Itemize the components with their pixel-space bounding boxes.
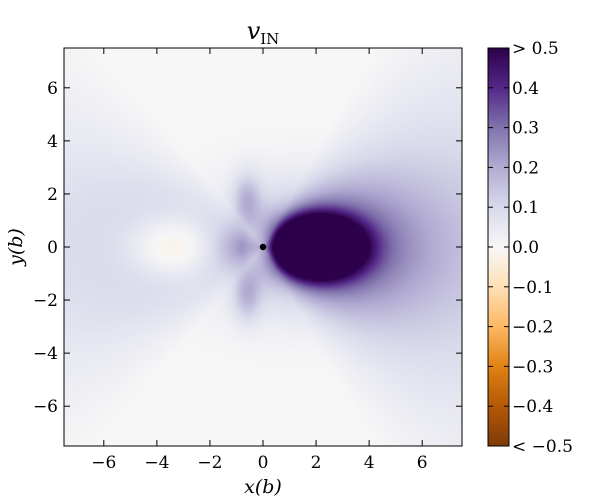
y-tick-label: 6 (47, 79, 58, 99)
colorbar-tick-label: −0.1 (512, 278, 553, 298)
y-tick-label: 2 (47, 185, 58, 205)
colorbar-gradient (488, 48, 509, 446)
colorbar-tick-label: 0.0 (512, 238, 539, 258)
chart-title-sub: IN (260, 30, 279, 48)
y-axis-label: y(b) (5, 228, 27, 267)
colorbar-tick-label: 0.4 (512, 79, 539, 99)
colorbar-tick-label: > 0.5 (512, 39, 559, 59)
colorbar-tick-label: 0.2 (512, 158, 539, 178)
x-tick-label: −6 (91, 453, 116, 473)
x-tick-label: −2 (197, 453, 222, 473)
plot-area: −6 −4 −2 0 2 4 6 −6 −4 −2 0 2 4 6 (33, 47, 463, 473)
y-tick-label: −2 (33, 291, 58, 311)
colorbar-tick-label: 0.3 (512, 119, 539, 139)
x-tick-label: 4 (364, 453, 375, 473)
y-tick-label: −6 (33, 397, 58, 417)
colorbar-tick-label: −0.2 (512, 318, 553, 338)
x-tick-label: 6 (417, 453, 428, 473)
x-axis-ticks: −6 −4 −2 0 2 4 6 (91, 48, 428, 473)
y-tick-label: −4 (33, 344, 58, 364)
origin-marker (259, 243, 267, 251)
colorbar-tick-label: < −0.5 (512, 437, 573, 457)
colorbar: > 0.5 0.4 0.3 0.2 0.1 0.0 −0.1 −0.2 −0.3 −0.4 < −0… (487, 39, 573, 457)
y-tick-label: 0 (47, 238, 58, 258)
x-tick-label: 2 (311, 453, 322, 473)
colorbar-tick-label: 0.1 (512, 198, 539, 218)
x-tick-label: −4 (144, 453, 169, 473)
chart-title-main: v (247, 17, 261, 45)
colorbar-tick-label: −0.4 (512, 397, 553, 417)
colorbar-tick-label: −0.3 (512, 357, 553, 377)
chart-title: vIN (247, 17, 280, 48)
y-tick-label: 4 (47, 132, 58, 152)
x-axis-label: x(b) (244, 476, 282, 497)
colorbar-ticks: > 0.5 0.4 0.3 0.2 0.1 0.0 −0.1 −0.2 −0.3 −0.4 < −0… (488, 39, 573, 457)
y-axis-ticks: −6 −4 −2 0 2 4 6 (33, 79, 462, 417)
x-tick-label: 0 (258, 453, 269, 473)
